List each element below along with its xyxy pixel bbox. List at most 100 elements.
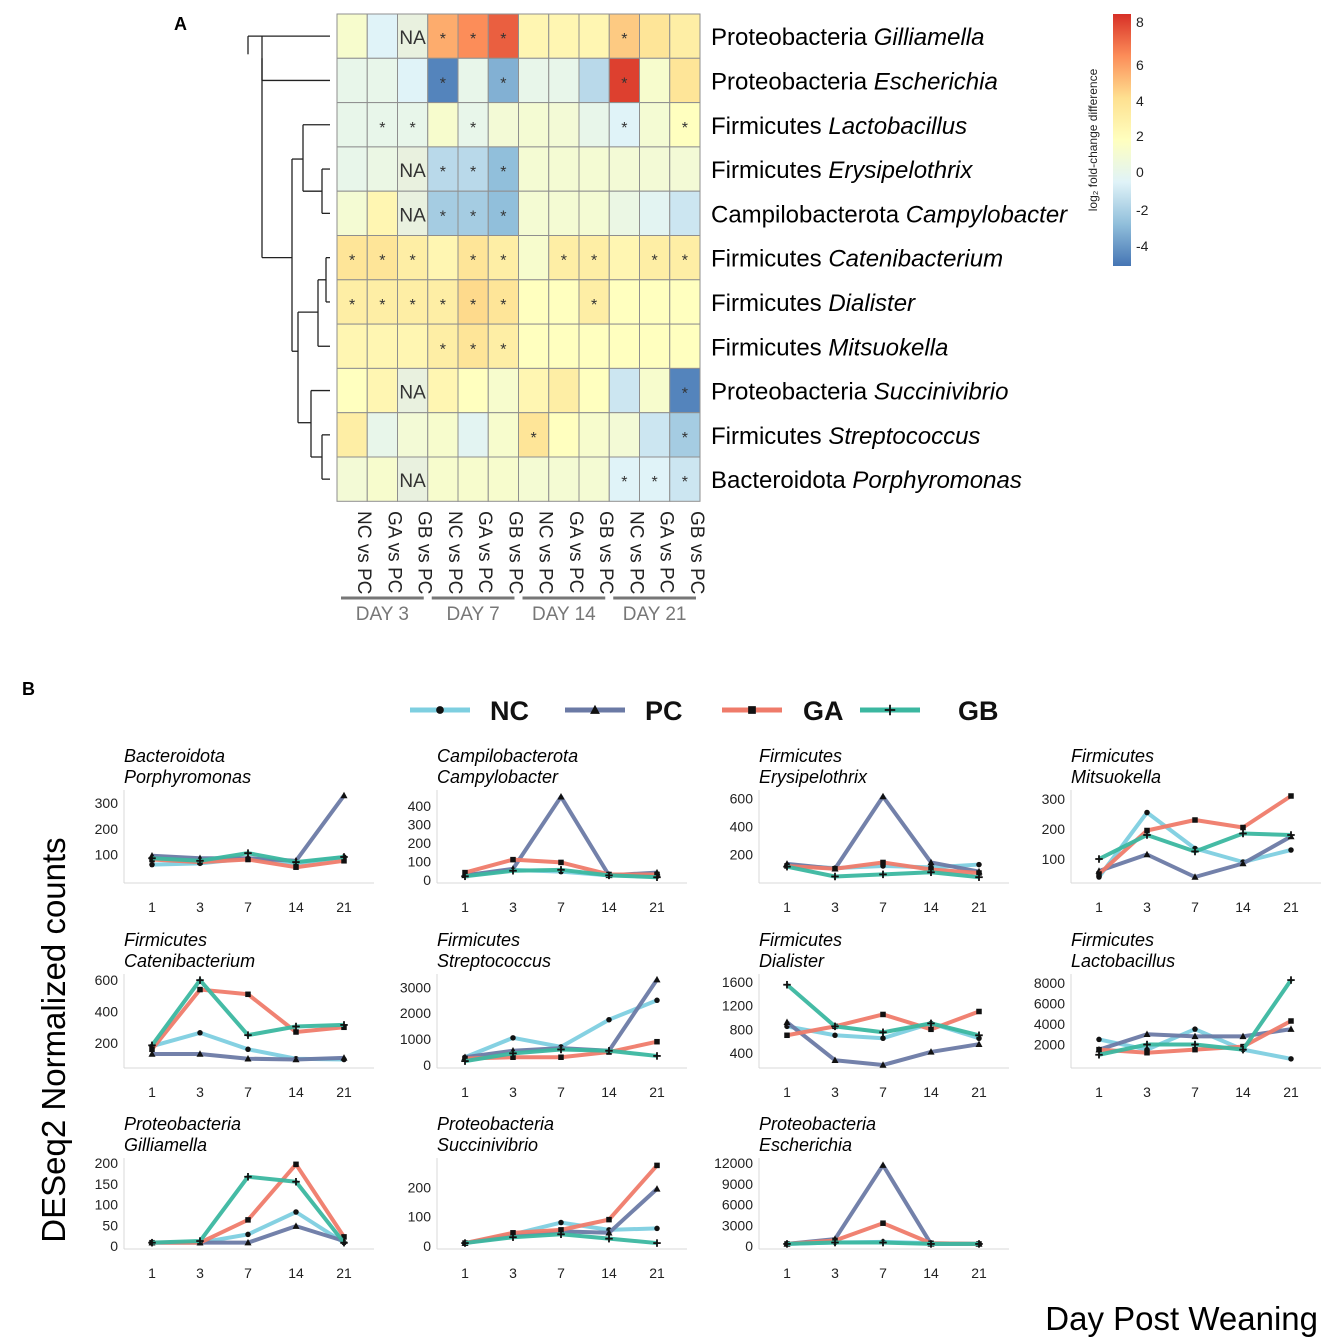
data-point-pc [653,975,661,983]
y-tick-label: 100 [95,1197,119,1213]
row-phylum: Firmicutes [711,334,828,361]
panel-phylum: Firmicutes [124,930,207,950]
significance-star: * [349,297,355,314]
data-point-nc [654,997,660,1004]
colorbar-tick: 6 [1136,57,1144,73]
panel-phylum: Campilobacterota [437,746,578,766]
significance-star: * [682,430,688,447]
x-tick-label: 3 [1143,899,1151,915]
x-tick-label: 21 [336,1265,352,1281]
legend-label: GB [958,696,999,726]
heatmap-cell [427,102,459,148]
data-point-ga [197,986,203,993]
panel-genus: Escherichia [759,1135,852,1155]
heatmap-cell [548,13,580,59]
row-genus: Lactobacillus [828,113,967,140]
significance-star: * [379,253,385,270]
significance-star: * [591,253,597,270]
x-tick-label: 21 [1283,899,1299,915]
y-tick-label: 1200 [722,998,753,1014]
significance-star: * [652,253,658,270]
data-point-ga [1096,871,1102,877]
significance-star: * [621,31,627,48]
data-point-ga [510,856,516,863]
row-label: Firmicutes Streptococcus [711,423,980,450]
heatmap-cell [639,57,671,104]
y-tick-label: 400 [95,1004,119,1020]
heatmap-cell [639,279,671,325]
panel-genus: Lactobacillus [1071,951,1175,971]
y-tick-label: 200 [730,847,754,863]
heatmap-cell [608,190,640,236]
x-tick-label: 3 [509,899,517,915]
data-point-ga [558,1054,564,1060]
heatmap-cell [518,146,550,192]
legend-marker [436,706,444,714]
panel-genus: Succinivibrio [437,1135,538,1155]
y-tick-label: 600 [730,791,754,807]
heatmap-cell [608,235,640,281]
heatmap-cell [336,190,368,236]
heatmap-cell [518,367,550,414]
series-line-pc [786,1163,979,1246]
y-tick-label: 8000 [1034,975,1065,991]
na-label: NA [399,28,426,49]
significance-star: * [410,297,416,314]
y-tick-label: 6000 [722,1197,753,1213]
colorbar-scale [1113,14,1131,266]
significance-star: * [440,31,446,48]
significance-star: * [682,474,688,491]
significance-star: * [470,253,476,270]
significance-star: * [500,341,506,358]
panel-phylum: Firmicutes [1071,746,1154,766]
heatmap-cell [336,57,368,104]
heatmap-cell [457,57,489,104]
y-tick-label: 300 [408,816,432,832]
data-point-ga [245,1217,251,1223]
significance-star: * [682,120,688,137]
y-tick-label: 200 [408,1179,432,1195]
column-label: GB vs PC [595,511,616,594]
heatmap-cell [336,235,368,281]
y-tick-label: 0 [745,1238,753,1254]
color-scale-legend: 8 6 4 2 0 -2 -4 log₂ fold-change difference [1086,14,1149,266]
y-tick-label: 200 [95,821,119,837]
data-point-pc [1191,873,1199,880]
y-tick-label: 200 [95,1035,119,1051]
day-label: DAY 14 [532,604,596,625]
panel-genus: Porphyromonas [124,767,251,787]
heatmap-cell [366,57,398,104]
legend-label: PC [645,696,683,726]
data-point-ga [1144,827,1150,834]
data-point-ga [341,858,347,864]
heatmap-cell [608,367,640,414]
heatmap-cell [608,57,640,104]
heatmap-cell [487,412,519,458]
heatmap-cell [639,412,671,458]
data-point-ga [976,870,982,876]
y-tick-label: 4000 [1034,1016,1065,1032]
heatmap-cell [548,412,580,458]
x-tick-label: 14 [601,899,617,915]
significance-star: * [470,120,476,137]
colorbar-tick: -4 [1136,238,1149,254]
y-tick-label: 100 [408,853,432,869]
colorbar-tick: 2 [1136,128,1144,144]
heatmap-cell [669,57,701,104]
significance-star: * [682,386,688,403]
significance-star: * [440,164,446,181]
heatmap-cell [669,367,701,414]
day-label: DAY 7 [447,604,500,625]
significance-star: * [531,430,537,447]
data-point-pc [1143,850,1151,858]
y-tick-label: 400 [408,798,432,814]
data-point-nc [1144,809,1150,816]
heatmap-cell [397,190,429,236]
heatmap-cell [608,146,640,192]
series-legend: NC PC GA GB [410,696,999,726]
column-label: GB vs PC [414,511,435,594]
significance-star: * [591,297,597,314]
x-tick-label: 14 [288,1084,304,1100]
